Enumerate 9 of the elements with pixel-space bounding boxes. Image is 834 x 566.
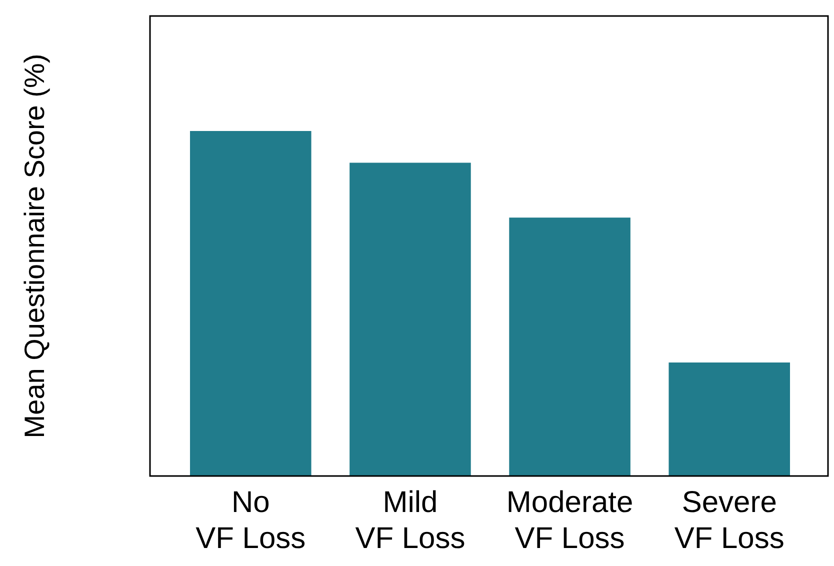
x-tick-label: No VF Loss [196,486,306,555]
bar [190,131,312,476]
y-axis-title: Mean Questionnaire Score (%) [19,54,50,438]
bar [350,162,471,476]
x-tick-label: Moderate VF Loss [506,486,634,555]
x-tick-label: Mild VF Loss [355,486,466,555]
bar [668,362,790,476]
x-tick-label: Severe VF Loss [674,486,784,555]
bar [509,218,630,476]
